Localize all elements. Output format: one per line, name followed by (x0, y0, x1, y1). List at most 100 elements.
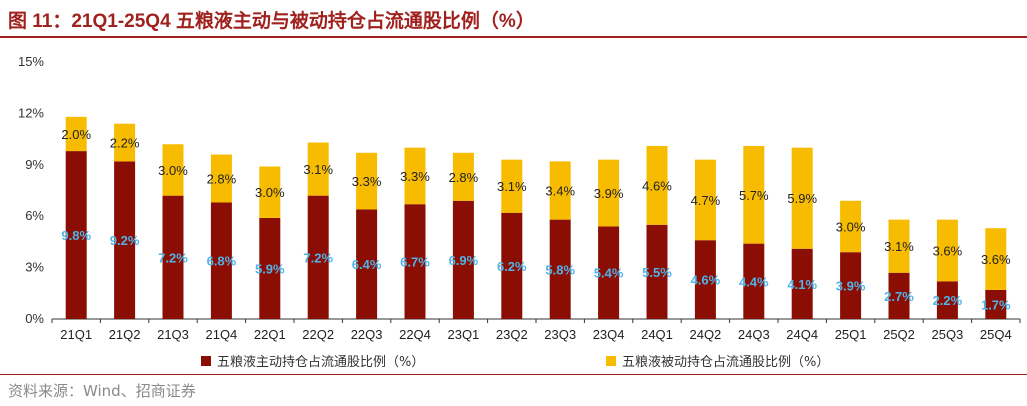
bar-active (598, 226, 620, 319)
data-label-active: 1.7% (981, 297, 1011, 312)
bar-active (210, 202, 232, 319)
x-tick-label: 22Q4 (399, 327, 431, 342)
data-label-passive: 2.0% (61, 127, 91, 142)
bar-active (307, 195, 329, 319)
bar-passive (210, 154, 232, 203)
x-tick-label: 23Q3 (544, 327, 576, 342)
data-label-passive: 3.9% (594, 186, 624, 201)
bar-passive (452, 152, 474, 201)
stacked-bar-chart: 0% 3% 6% 9% 12% 15% 21Q1 9.8% 2.0% 21Q2 9.2% 2.2% 21… (18, 54, 1021, 342)
x-tick-label: 23Q4 (593, 327, 625, 342)
bar-passive (936, 219, 958, 282)
bar-active (888, 272, 910, 319)
x-tick-label: 25Q2 (883, 327, 915, 342)
x-tick-label: 21Q1 (60, 327, 92, 342)
bar-passive (694, 159, 716, 241)
data-label-active: 9.8% (61, 228, 91, 243)
data-label-passive: 3.1% (884, 239, 914, 254)
x-tick-label: 24Q1 (641, 327, 673, 342)
y-tick-label: 3% (25, 260, 44, 275)
x-tick-label: 24Q3 (738, 327, 770, 342)
data-label-active: 7.2% (303, 250, 333, 265)
bar-active (840, 252, 862, 319)
bar-passive (598, 159, 620, 227)
bar-active (356, 209, 378, 319)
bar-active (694, 240, 716, 319)
legend-item-active: 五粮液主动持仓占流通股比例（%） (201, 351, 424, 370)
x-tick-label: 23Q1 (447, 327, 479, 342)
data-label-passive: 2.8% (449, 170, 479, 185)
data-label-active: 5.5% (642, 265, 672, 280)
x-tick-label: 24Q2 (689, 327, 721, 342)
legend-item-passive: 五粮液被动持仓占流通股比例（%） (606, 351, 829, 370)
data-label-active: 3.9% (836, 279, 866, 294)
chart-title: 图 11：21Q1-25Q4 五粮液主动与被动持仓占流通股比例（%） (8, 11, 535, 32)
x-tick-label: 21Q3 (157, 327, 189, 342)
bar-active (162, 195, 184, 319)
bar-active (501, 212, 523, 319)
y-tick-label: 15% (18, 54, 44, 69)
data-label-passive: 3.3% (400, 169, 430, 184)
data-label-active: 9.2% (110, 233, 140, 248)
bar-passive (549, 161, 571, 220)
data-label-passive: 3.1% (497, 179, 527, 194)
legend-swatch-passive (606, 355, 616, 366)
data-label-active: 6.2% (497, 259, 527, 274)
bar-passive (888, 219, 910, 273)
data-label-active: 4.1% (787, 277, 817, 292)
data-label-passive: 3.1% (303, 162, 333, 177)
bar-passive (646, 145, 668, 225)
bar-passive (259, 166, 281, 218)
bar-passive (356, 152, 378, 210)
bar-active (985, 289, 1007, 319)
data-label-active: 7.2% (158, 250, 188, 265)
bar-passive (501, 159, 523, 213)
data-label-active: 5.4% (594, 266, 624, 281)
y-tick-label: 6% (25, 208, 44, 223)
bar-active (549, 219, 571, 319)
data-label-active: 4.6% (691, 273, 721, 288)
source-note: 资料来源：Wind、招商证券 (8, 382, 196, 400)
data-label-active: 4.4% (739, 274, 769, 289)
bar-active (936, 281, 958, 319)
data-label-passive: 4.7% (691, 193, 721, 208)
data-label-active: 6.9% (449, 253, 479, 268)
data-label-active: 2.7% (884, 289, 914, 304)
bar-passive (65, 116, 87, 152)
data-label-passive: 3.4% (545, 184, 575, 199)
data-label-passive: 4.6% (642, 178, 672, 193)
x-tick-label: 22Q3 (351, 327, 383, 342)
bar-active (404, 204, 426, 319)
bar-passive (985, 228, 1007, 290)
bar-passive (162, 144, 184, 196)
data-label-passive: 3.3% (352, 174, 382, 189)
legend-label-active: 五粮液主动持仓占流通股比例（%） (217, 355, 425, 370)
data-label-active: 5.9% (255, 261, 285, 276)
bar-passive (791, 147, 813, 249)
y-tick-label: 12% (18, 105, 44, 120)
x-tick-label: 21Q2 (109, 327, 141, 342)
data-label-passive: 5.9% (787, 191, 817, 206)
data-label-passive: 2.2% (110, 136, 140, 151)
x-tick-label: 25Q3 (931, 327, 963, 342)
footer-divider (0, 374, 1027, 375)
y-tick-label: 9% (25, 157, 44, 172)
x-tick-label: 22Q1 (254, 327, 286, 342)
data-label-active: 6.8% (207, 254, 237, 269)
data-label-active: 5.8% (545, 262, 575, 277)
data-label-active: 2.2% (933, 293, 963, 308)
title-divider (0, 36, 1027, 38)
bar-passive (307, 142, 329, 196)
bar-passive (840, 200, 862, 253)
legend-label-passive: 五粮液被动持仓占流通股比例（%） (622, 355, 830, 370)
bar-active (743, 243, 765, 319)
data-label-passive: 5.7% (739, 188, 769, 203)
data-label-passive: 3.6% (933, 243, 963, 258)
bar-active (259, 217, 281, 319)
bar-passive (404, 147, 426, 205)
bar-active (114, 161, 136, 319)
x-tick-label: 23Q2 (496, 327, 528, 342)
data-label-passive: 3.0% (158, 163, 188, 178)
x-tick-label: 21Q4 (205, 327, 237, 342)
legend-swatch-active (201, 355, 211, 366)
